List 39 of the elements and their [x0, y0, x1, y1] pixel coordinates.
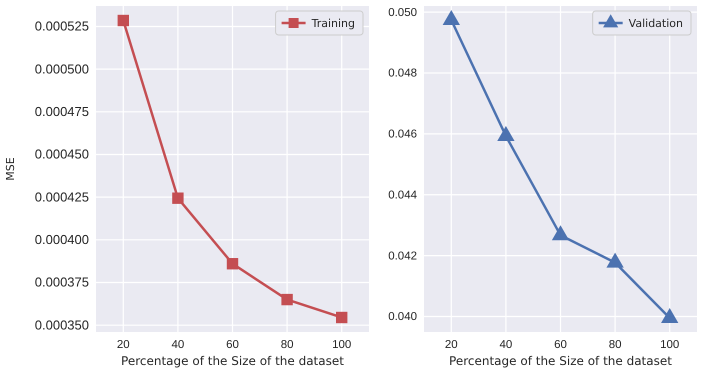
y-tick-label: 0.000425: [34, 189, 89, 204]
legend-label: Validation: [628, 17, 684, 30]
y-axis-title: MSE: [4, 157, 17, 181]
y-tick-label: 0.048: [388, 68, 417, 80]
x-tick-label: 20: [116, 339, 130, 352]
y-tick-label: 0.042: [388, 250, 417, 262]
point: [118, 14, 129, 26]
point: [442, 10, 460, 26]
point: [497, 126, 515, 141]
point: [281, 294, 293, 306]
point: [661, 308, 678, 323]
point: [172, 192, 184, 204]
x-tick-label: 60: [226, 339, 239, 352]
y-tick-label: 0.000500: [34, 61, 89, 76]
y-tick-label: 0.000450: [34, 146, 89, 162]
x-tick-label: 80: [608, 339, 622, 352]
y-tick-label: 0.040: [388, 311, 417, 324]
x-tick-label: 20: [444, 339, 458, 352]
x-axis-title: Percentage of the Size of the dataset: [121, 354, 344, 368]
y-tick-label: 0.000475: [34, 104, 89, 119]
x-tick-label: 100: [660, 339, 680, 352]
y-tick-label: 0.000525: [34, 18, 89, 34]
legend-label: Training: [310, 17, 355, 30]
point: [226, 258, 238, 270]
x-axis-title: Percentage of the Size of the dataset: [449, 354, 672, 368]
x-tick-label: 100: [332, 339, 352, 352]
x-tick-label: 60: [554, 339, 567, 352]
y-tick-label: 0.000350: [34, 317, 89, 332]
point: [606, 252, 624, 268]
y-tick-label: 0.000400: [34, 232, 89, 247]
y-tick-label: 0.046: [388, 128, 417, 141]
point: [336, 312, 348, 324]
x-tick-label: 40: [500, 339, 512, 352]
point: [552, 225, 570, 240]
x-tick-label: 80: [280, 339, 294, 352]
y-tick-label: 0.000375: [34, 274, 89, 290]
y-tick-label: 0.050: [388, 6, 417, 19]
x-tick-label: 40: [172, 339, 184, 352]
y-tick-label: 0.044: [388, 189, 418, 202]
